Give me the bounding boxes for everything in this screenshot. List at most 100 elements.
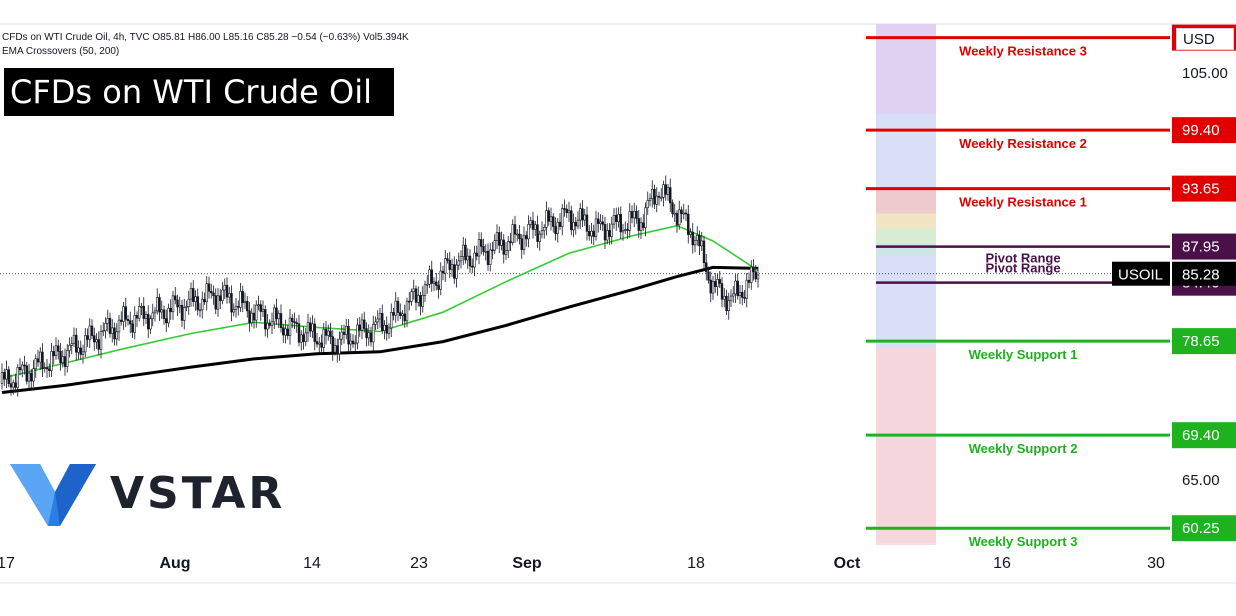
candle-body bbox=[12, 382, 15, 388]
candle-body bbox=[203, 299, 206, 303]
candle-body bbox=[718, 279, 721, 284]
retracement-band-0 bbox=[876, 188, 936, 214]
candle-body bbox=[322, 328, 325, 348]
candle-body bbox=[689, 231, 692, 235]
candle-body bbox=[135, 315, 139, 319]
ema50-line bbox=[1, 224, 759, 379]
price-tag-5 bbox=[1172, 328, 1236, 355]
candle-body bbox=[270, 321, 274, 326]
candle-body bbox=[14, 382, 17, 388]
candle-body bbox=[295, 322, 298, 325]
candle-body bbox=[612, 215, 616, 225]
candle-body bbox=[696, 234, 699, 241]
candle-body bbox=[291, 317, 294, 322]
candle-body bbox=[545, 210, 548, 228]
candle-body bbox=[637, 218, 640, 231]
candle-body bbox=[691, 231, 694, 246]
candle-body bbox=[306, 322, 310, 334]
candle-body bbox=[288, 317, 292, 336]
candle-body bbox=[741, 291, 744, 298]
x-tick-3: 23 bbox=[410, 555, 428, 572]
candle-body bbox=[252, 312, 256, 321]
candle-body bbox=[403, 313, 406, 322]
candle-body bbox=[167, 307, 170, 324]
price-tag-text-3: 87.95 bbox=[1182, 239, 1220, 256]
candle-body bbox=[455, 264, 458, 279]
x-tick-6: Oct bbox=[834, 555, 861, 572]
candle-body bbox=[493, 240, 496, 251]
candle-body bbox=[669, 187, 672, 204]
candle-body bbox=[225, 284, 229, 298]
candle-body bbox=[158, 297, 161, 313]
candle-body bbox=[286, 328, 289, 336]
candle-body bbox=[27, 372, 31, 382]
y-tick-1: 65.00 bbox=[1182, 472, 1220, 489]
candle-body bbox=[117, 319, 121, 333]
candle-body bbox=[90, 325, 94, 336]
candle-body bbox=[646, 200, 649, 209]
candle-body bbox=[219, 295, 222, 301]
candle-body bbox=[239, 291, 242, 308]
candle-body bbox=[567, 210, 571, 214]
candle-body bbox=[477, 239, 481, 257]
candle-body bbox=[729, 295, 733, 301]
candle-body bbox=[207, 283, 211, 292]
candle-body bbox=[160, 309, 163, 313]
candle-body bbox=[275, 307, 278, 320]
candle-body bbox=[381, 313, 384, 331]
candle-body bbox=[79, 347, 82, 355]
candle-body bbox=[448, 260, 451, 270]
candle-body bbox=[570, 210, 573, 231]
candle-body bbox=[304, 332, 307, 342]
candle-body bbox=[205, 283, 208, 303]
currency-selector[interactable]: USD bbox=[1176, 28, 1234, 50]
symbol-tag[interactable] bbox=[1112, 261, 1170, 286]
candle-body bbox=[68, 345, 71, 351]
candle-body bbox=[23, 364, 26, 367]
candle-body bbox=[421, 295, 424, 307]
candle-body bbox=[392, 312, 395, 316]
candle-body bbox=[102, 330, 105, 332]
candle-body bbox=[232, 309, 235, 313]
candle-body bbox=[61, 356, 64, 363]
candle-body bbox=[554, 226, 557, 234]
candle-body bbox=[151, 312, 154, 319]
candle-body bbox=[439, 270, 442, 290]
candle-body bbox=[66, 350, 69, 367]
candle-body bbox=[255, 304, 258, 321]
candle-body bbox=[358, 324, 361, 331]
candle-body bbox=[77, 347, 80, 353]
candle-body bbox=[468, 255, 472, 267]
candle-body bbox=[417, 295, 420, 303]
candle-body bbox=[626, 229, 629, 231]
candle-body bbox=[122, 306, 125, 322]
price-tag-3 bbox=[1172, 233, 1236, 260]
candle-body bbox=[684, 212, 688, 215]
candle-body bbox=[660, 197, 663, 199]
candle-body bbox=[333, 345, 337, 353]
candle-body bbox=[214, 295, 217, 310]
candle-body bbox=[705, 262, 708, 273]
level-label-6: Weekly Support 2 bbox=[969, 441, 1078, 456]
candle-body bbox=[441, 270, 445, 274]
candle-body bbox=[754, 271, 757, 280]
candle-body bbox=[95, 339, 98, 343]
candle-body bbox=[345, 326, 348, 335]
candle-body bbox=[633, 210, 636, 219]
candle-body bbox=[165, 318, 168, 324]
candle-body bbox=[698, 234, 701, 247]
candle-body bbox=[536, 224, 539, 242]
candle-body bbox=[727, 300, 730, 312]
candle-body bbox=[464, 244, 467, 261]
candle-body bbox=[342, 331, 346, 335]
candle-body bbox=[248, 310, 251, 324]
candle-body bbox=[194, 296, 197, 302]
candle-body bbox=[156, 297, 159, 312]
candle-body bbox=[504, 250, 508, 255]
candle-body bbox=[113, 327, 116, 340]
candle-body bbox=[129, 320, 132, 325]
candle-body bbox=[723, 295, 726, 300]
candle-body bbox=[556, 221, 559, 234]
candle-body bbox=[327, 330, 330, 336]
